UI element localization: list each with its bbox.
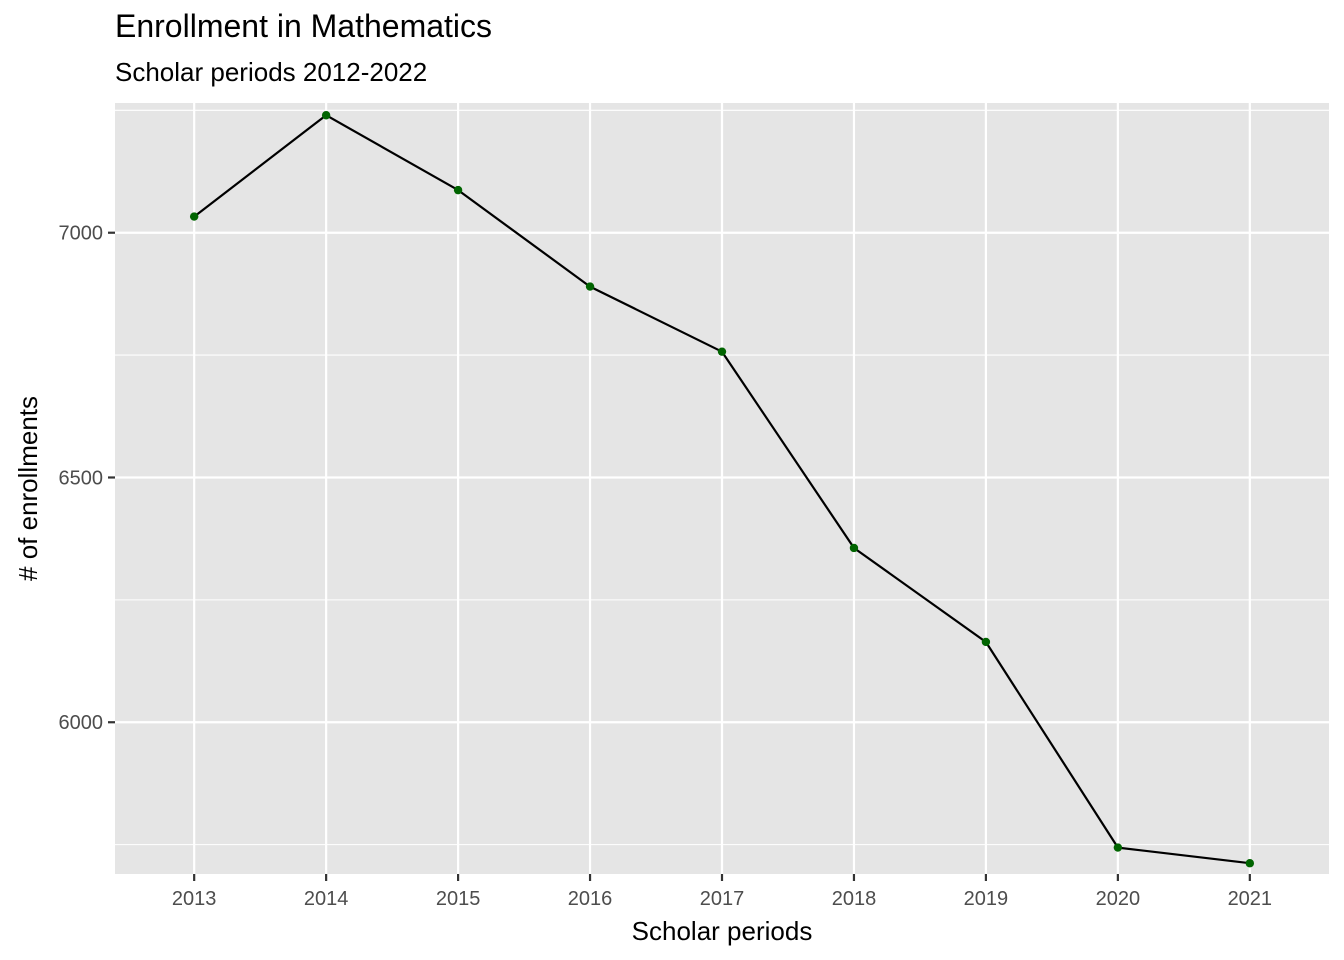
x-axis-title: Scholar periods — [632, 916, 813, 946]
x-axis: 2013 2014 2015 2016 2017 2018 2019 2020 2021 — [172, 874, 1272, 910]
x-tick-label: 2013 — [172, 888, 217, 910]
data-point — [717, 347, 727, 356]
x-tick-label: 2020 — [1096, 888, 1141, 910]
y-axis-title: # of enrollments — [13, 396, 43, 581]
chart-title: Enrollment in Mathematics — [115, 8, 493, 44]
data-point — [189, 212, 199, 221]
x-tick-label: 2021 — [1228, 888, 1273, 910]
x-tick-label: 2016 — [568, 888, 613, 910]
data-point — [849, 543, 859, 553]
x-tick-label: 2017 — [700, 888, 745, 910]
y-axis: 6000 6500 7000 — [59, 223, 115, 734]
data-point — [453, 185, 463, 195]
x-tick-label: 2015 — [436, 888, 481, 910]
data-point — [1245, 859, 1255, 868]
data-point — [585, 282, 595, 291]
y-tick-label: 7000 — [59, 223, 104, 245]
major-gridlines — [115, 103, 1329, 874]
x-tick-label: 2019 — [964, 888, 1009, 910]
series-layer — [189, 111, 1255, 868]
data-point — [321, 111, 331, 120]
chart-subtitle: Scholar periods 2012-2022 — [115, 57, 428, 87]
x-tick-label: 2018 — [832, 888, 877, 910]
y-tick-label: 6000 — [59, 712, 104, 734]
x-tick-label: 2014 — [304, 888, 349, 910]
data-point — [1113, 843, 1123, 852]
data-point — [981, 637, 991, 647]
y-tick-label: 6500 — [59, 467, 104, 489]
